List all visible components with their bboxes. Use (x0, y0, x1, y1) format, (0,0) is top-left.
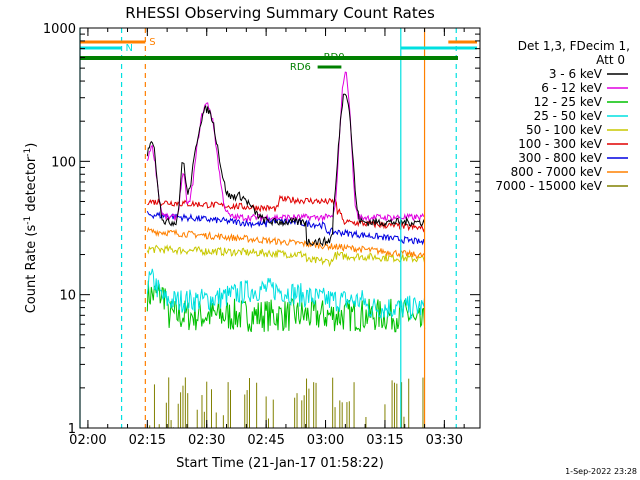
x-axis-label: Start Time (21-Jan-17 01:58:22) (176, 456, 384, 471)
legend-label-5: 100 - 300 keV (518, 137, 602, 151)
footer-date: 1-Sep-2022 23:28 (565, 467, 637, 476)
chart-title: RHESSI Observing Summary Count Rates (125, 4, 435, 22)
series-line-3 (146, 268, 426, 321)
x-tick-label-6: 03:30 (426, 433, 463, 448)
marker-label-rd6: RD6 (290, 62, 311, 73)
legend-label-7: 800 - 7000 keV (511, 165, 603, 179)
marker-label-s: S (149, 37, 155, 48)
y-tick-label-1: 10 (59, 289, 76, 304)
series-line-7 (146, 226, 426, 260)
series-line-1 (146, 71, 425, 223)
series-line-2 (146, 280, 426, 333)
marker-label-rd0: RD0 (324, 52, 345, 63)
legend-label-3: 25 - 50 keV (534, 109, 603, 123)
x-tick-label-3: 02:45 (247, 433, 284, 448)
y-tick-label-2: 100 (51, 155, 76, 170)
x-tick-label-5: 03:15 (366, 433, 403, 448)
series-line-6 (146, 210, 426, 246)
x-tick-label-0: 02:00 (69, 433, 106, 448)
legend-label-8: 7000 - 15000 keV (495, 179, 602, 193)
y-axis-label: Count Rate (s-1 detector-1) (23, 143, 39, 314)
series-line-0 (146, 93, 426, 247)
series-layer (146, 71, 426, 428)
legend-label-4: 50 - 100 keV (526, 123, 603, 137)
marker-layer: S N RD0 RD6 (79, 28, 477, 428)
axis-layer: 02:00 02:15 02:30 02:45 03:00 03:15 03:30 1 10 10… (43, 22, 480, 448)
legend-header-line2: Att 0 (596, 53, 625, 67)
legend-header-line1: Det 1,3, FDecim 1, (518, 39, 630, 53)
series-line-4 (146, 244, 426, 268)
y-tick-label-3: 1000 (43, 22, 76, 37)
legend-label-6: 300 - 800 keV (518, 151, 602, 165)
x-tick-label-2: 02:30 (188, 433, 225, 448)
x-tick-label-1: 02:15 (129, 433, 166, 448)
legend-label-1: 6 - 12 keV (541, 81, 603, 95)
series-line-5 (147, 194, 426, 233)
legend-label-2: 12 - 25 keV (534, 95, 603, 109)
marker-label-n: N (126, 43, 133, 54)
legend-label-0: 3 - 6 keV (549, 67, 603, 81)
x-tick-label-4: 03:00 (307, 433, 344, 448)
plot-frame (79, 27, 481, 429)
y-tick-label-0: 1 (68, 422, 76, 437)
